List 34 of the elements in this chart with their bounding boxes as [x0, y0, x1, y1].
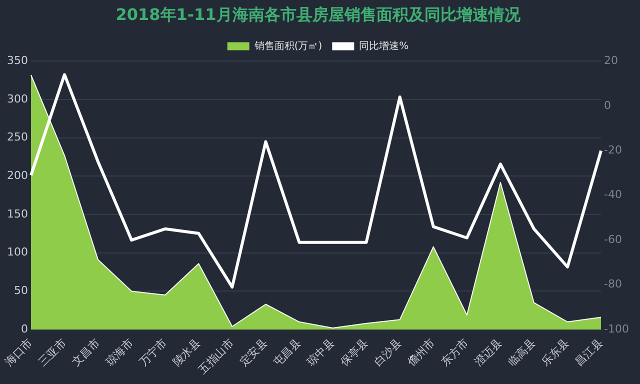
x-tick-label: 临高县 — [506, 336, 538, 369]
y-tick-label: 300 — [6, 92, 28, 106]
x-tick-label: 澄迈县 — [472, 336, 505, 369]
y-tick-label: 50 — [14, 284, 28, 298]
x-tick-label: 乐东县 — [539, 336, 572, 369]
legend-label: 同比增速% — [359, 40, 409, 52]
x-tick-label: 东方市 — [438, 336, 472, 369]
x-tick-label: 定安县 — [237, 336, 270, 369]
legend-label: 销售面积(万㎡) — [253, 40, 322, 52]
x-tick-label: 昌江县 — [572, 336, 606, 369]
x-tick-label: 文昌市 — [70, 336, 102, 369]
x-tick-label: 琼海市 — [103, 336, 136, 369]
y2-tick-label: 20 — [604, 54, 618, 68]
x-tick-label: 琼中县 — [304, 336, 337, 369]
y2-tick-label: -60 — [604, 232, 622, 246]
y2-tick-label: 0 — [604, 98, 612, 112]
x-tick-label: 三亚市 — [36, 336, 69, 369]
y-tick-label: 100 — [6, 246, 28, 259]
x-tick-label: 白沙县 — [371, 336, 404, 369]
x-tick-label: 保亭县 — [338, 336, 370, 369]
y-tick-label: 250 — [6, 130, 28, 144]
x-tick-label: 万宁市 — [136, 336, 170, 369]
x-tick-label: 屯昌县 — [270, 336, 304, 369]
y-tick-label: 0 — [20, 322, 28, 336]
chart-title: 2018年1-11月海南各市县房屋销售面积及同比增速情况 — [116, 4, 522, 24]
y2-tick-label: -20 — [604, 144, 622, 157]
y-tick-label: 150 — [6, 207, 28, 220]
y2-tick-label: -100 — [604, 322, 630, 336]
y2-tick-label: -40 — [604, 188, 622, 202]
x-tick-label: 儋州市 — [404, 336, 438, 369]
y-tick-label: 200 — [6, 169, 28, 182]
x-tick-label: 海口市 — [2, 336, 36, 369]
y-tick-label: 350 — [6, 54, 28, 68]
y2-tick-label: -80 — [604, 278, 622, 291]
